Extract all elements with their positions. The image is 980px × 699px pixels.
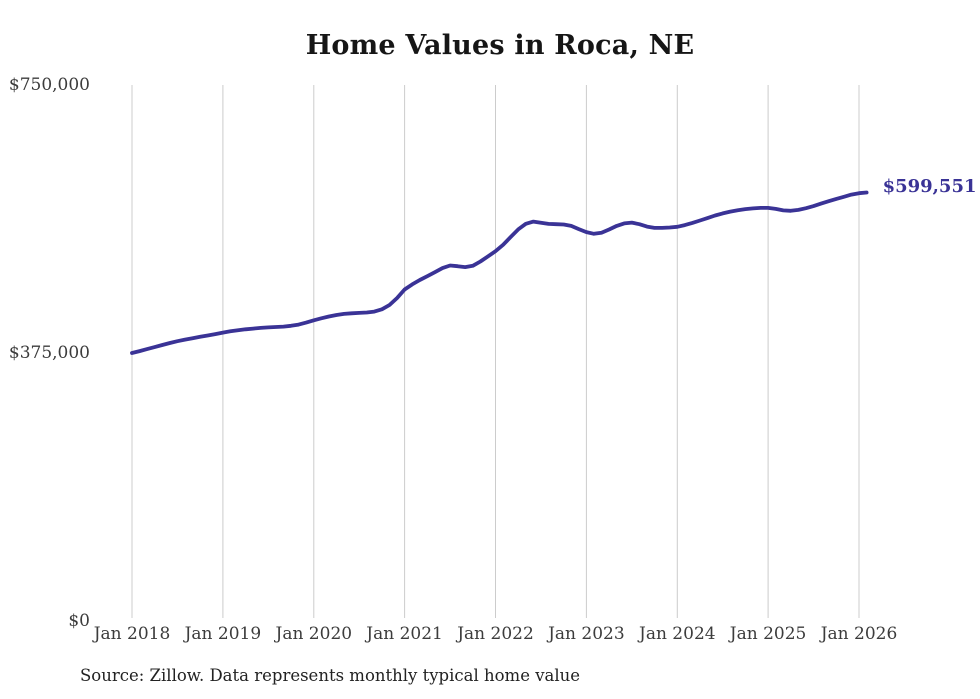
x-tick-label: Jan 2018 (93, 624, 171, 644)
x-tick-label: Jan 2023 (548, 624, 625, 644)
y-tick-label: $0 (68, 611, 90, 631)
x-tick-label: Jan 2026 (820, 624, 898, 644)
x-tick-label: Jan 2020 (275, 624, 353, 644)
source-note: Source: Zillow. Data represents monthly … (80, 666, 581, 685)
x-tick-label: Jan 2022 (457, 624, 534, 644)
y-tick-label: $375,000 (8, 343, 90, 363)
x-tick-label: Jan 2025 (729, 624, 807, 644)
y-tick-label: $750,000 (8, 75, 90, 95)
x-tick-label: Jan 2019 (184, 624, 262, 644)
home-value-line (130, 190, 869, 355)
x-tick-label: Jan 2024 (639, 624, 716, 644)
current-value-label: $599,551 (882, 175, 977, 197)
x-tick-label: Jan 2021 (366, 624, 443, 644)
chart-title: Home Values in Roca, NE (305, 30, 695, 61)
